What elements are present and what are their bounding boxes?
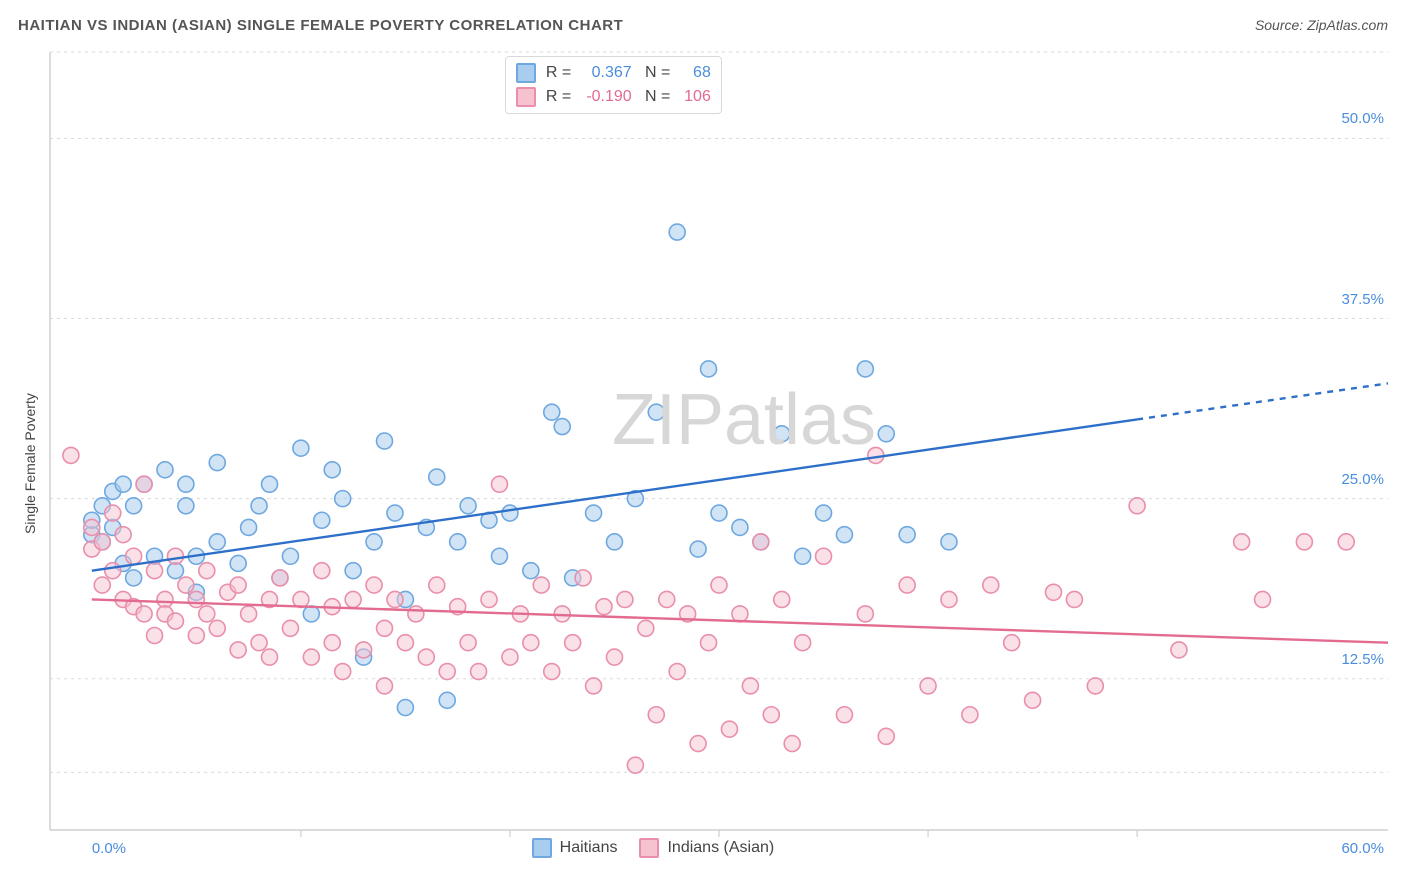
y-tick-label: 12.5% — [1341, 651, 1384, 668]
legend-swatch-icon — [532, 838, 552, 858]
y-tick-label: 37.5% — [1341, 291, 1384, 308]
legend-swatch-icon — [639, 838, 659, 858]
legend-swatch-icon — [516, 87, 536, 107]
legend-swatch-icon — [516, 63, 536, 83]
x-tick-label: 60.0% — [1341, 840, 1384, 857]
y-tick-label: 25.0% — [1341, 471, 1384, 488]
legend-stat-row: R = 0.367 N = 68 — [516, 61, 711, 85]
legend-series-item: Indians (Asian) — [639, 838, 774, 858]
correlation-legend: R = 0.367 N = 68 R = -0.190 N = 106 — [505, 56, 722, 114]
y-tick-label: 50.0% — [1341, 110, 1384, 127]
series-legend: Haitians Indians (Asian) — [532, 838, 775, 858]
scatter-chart — [0, 0, 1406, 892]
legend-series-item: Haitians — [532, 838, 618, 858]
legend-series-label: Haitians — [560, 839, 618, 857]
x-tick-label: 0.0% — [92, 840, 126, 857]
legend-stat-text: R = -0.190 N = 106 — [546, 88, 711, 106]
legend-series-label: Indians (Asian) — [667, 839, 774, 857]
legend-stat-row: R = -0.190 N = 106 — [516, 85, 711, 109]
legend-stat-text: R = 0.367 N = 68 — [546, 64, 711, 82]
